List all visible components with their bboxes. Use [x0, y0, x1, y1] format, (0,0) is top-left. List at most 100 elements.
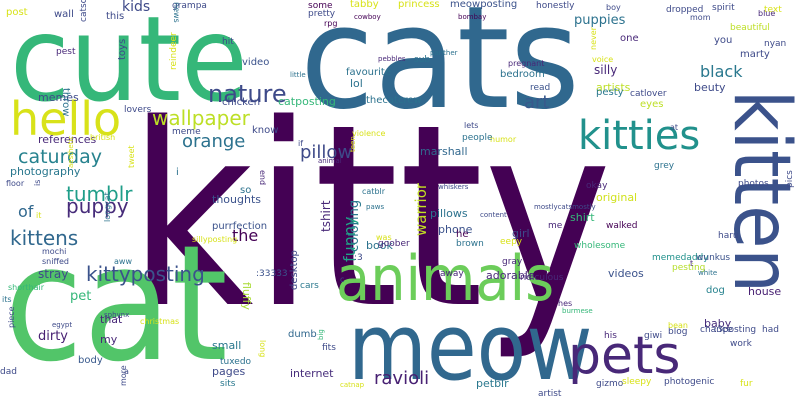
cloud-word: chance	[700, 325, 733, 335]
cloud-word: aww	[114, 257, 132, 266]
cloud-word: :3posting	[714, 325, 757, 335]
cloud-word: he	[456, 229, 469, 240]
cloud-word: small	[212, 339, 242, 352]
cloud-word: news	[172, 2, 181, 23]
cloud-word: lovers	[124, 105, 152, 115]
cloud-word: honestly	[536, 1, 575, 11]
cloud-word: violence	[352, 129, 386, 138]
cloud-word: beautiful	[730, 23, 770, 33]
cloud-word: lol	[350, 77, 363, 90]
cloud-word: cute	[10, 0, 248, 128]
cloud-word: away	[440, 269, 464, 279]
cloud-word: kittens	[10, 226, 79, 250]
cloud-word: my	[100, 333, 118, 346]
cloud-word: catsoftheworld	[79, 0, 89, 22]
cloud-word: was	[376, 233, 392, 242]
cloud-word: people	[462, 133, 493, 143]
cloud-word: wholesome	[574, 241, 626, 251]
cloud-word: grampa	[172, 1, 207, 11]
cloud-word: one	[620, 33, 639, 44]
cloud-word: little	[290, 71, 306, 79]
cloud-word: burmese	[562, 307, 593, 315]
cloud-word: bombay	[458, 13, 487, 21]
cloud-word: white	[698, 269, 718, 277]
cloud-word: pet	[70, 289, 92, 304]
cloud-word: pillows	[430, 207, 468, 220]
cloud-word: grey	[654, 161, 675, 171]
cloud-word: lets	[464, 121, 479, 130]
cloud-word: cowboy	[354, 13, 381, 21]
cloud-word: hit	[222, 37, 234, 47]
cloud-word: tshirt	[319, 200, 333, 232]
cloud-word: whiskers	[438, 183, 469, 191]
cloud-word: never	[589, 27, 598, 50]
cloud-word: tumblr	[66, 182, 133, 206]
cloud-word: shorthair	[8, 283, 45, 292]
cloud-word: :3	[354, 253, 363, 263]
cloud-word: pages	[212, 365, 246, 378]
cloud-word: boy	[606, 3, 621, 12]
cloud-word: walked	[606, 221, 638, 231]
cloud-word: panther	[430, 49, 458, 57]
cloud-word: ravioli	[374, 368, 430, 389]
cloud-word: nyan	[764, 39, 787, 49]
cloud-word: okay	[586, 181, 608, 191]
cloud-word: tweet	[127, 145, 136, 168]
cloud-word: meow	[348, 294, 593, 400]
cloud-word: at	[670, 123, 679, 132]
cloud-word: art	[524, 92, 550, 113]
cloud-word: of	[18, 202, 34, 221]
cloud-word: sits	[220, 379, 236, 389]
cloud-word: wall	[54, 9, 74, 20]
cloud-word: british	[90, 133, 116, 142]
cloud-word: kids	[122, 0, 151, 15]
cloud-word: black	[700, 62, 743, 81]
cloud-word: animals	[336, 242, 555, 315]
cloud-word: artist	[538, 389, 562, 399]
cloud-word: tuxedo	[220, 357, 252, 367]
cloud-word: silly	[594, 63, 618, 77]
cloud-word: caturday	[18, 146, 103, 168]
cloud-word: fur	[740, 379, 753, 389]
cloud-word: longcat	[103, 192, 112, 222]
cloud-word: photogenic	[664, 377, 715, 387]
cloud-word: throw	[60, 88, 71, 117]
cloud-word: it	[36, 211, 42, 220]
cloud-word: pesty	[596, 87, 624, 98]
cloud-word: animal	[318, 157, 342, 165]
cloud-word: that	[100, 313, 123, 326]
cloud-word: sphynx	[104, 311, 130, 319]
cloud-word: mom	[690, 13, 711, 22]
cloud-word: work	[730, 339, 752, 349]
cloud-word: c	[340, 275, 345, 284]
cloud-word: you	[714, 35, 733, 46]
cloud-word: pesting	[672, 263, 706, 273]
cloud-word: a	[124, 367, 129, 376]
cloud-word: nature	[208, 80, 287, 108]
cloud-word: mostlycatsmostly	[534, 203, 596, 211]
cloud-word: goober	[378, 239, 410, 249]
cloud-word: puppy	[66, 194, 129, 218]
cloud-word: toys	[117, 38, 128, 60]
cloud-word: content	[480, 211, 507, 219]
cloud-word: kitty	[128, 71, 612, 364]
cloud-word: sleepy	[622, 377, 652, 387]
cloud-word: chicken	[222, 97, 261, 108]
cloud-word: petblr	[476, 377, 509, 390]
cloud-word: hello	[10, 92, 122, 146]
cloud-word: catposting	[278, 95, 336, 108]
cloud-word: catnap	[340, 381, 365, 389]
cloud-word: sniffed	[42, 257, 69, 266]
cloud-word: sub	[414, 55, 431, 65]
cloud-word: kitties	[578, 113, 701, 159]
cloud-word: long	[258, 340, 267, 358]
cloud-word: favourite	[346, 67, 391, 78]
cloud-word: coloring	[347, 199, 362, 252]
cloud-word: photos	[738, 179, 769, 189]
cloud-word: dirty	[38, 329, 68, 344]
cloud-word: adorable	[486, 269, 535, 282]
cloud-word: girl	[512, 227, 530, 240]
cloud-word: big	[317, 329, 325, 340]
cloud-word: blog	[668, 327, 688, 337]
cloud-word: desktop	[289, 250, 300, 290]
